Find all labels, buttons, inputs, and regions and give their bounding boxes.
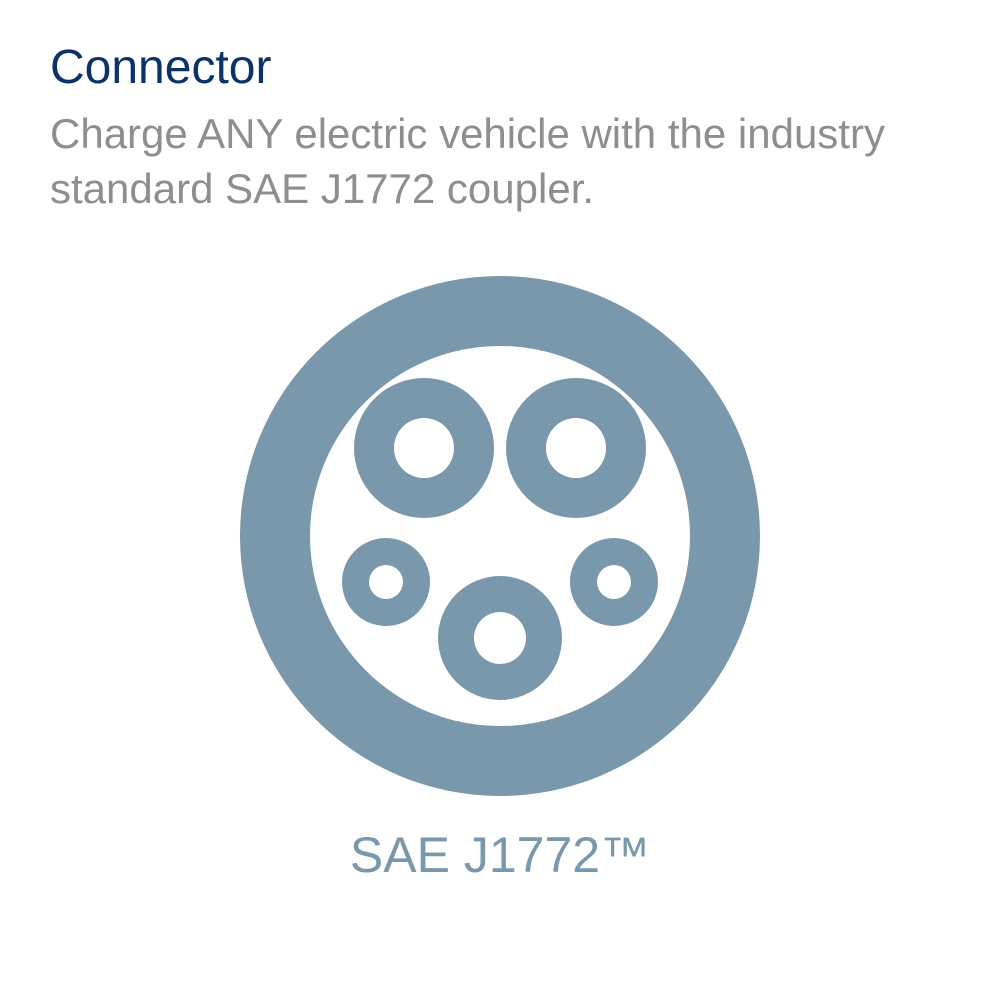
connector-label: SAE J1772™ [350,826,650,884]
connector-section: SAE J1772™ [50,276,950,884]
connector-j1772-icon [240,276,760,796]
header: Connector Charge ANY electric vehicle wi… [50,40,950,216]
page-description: Charge ANY electric vehicle with the ind… [50,107,950,216]
page-title: Connector [50,40,950,95]
